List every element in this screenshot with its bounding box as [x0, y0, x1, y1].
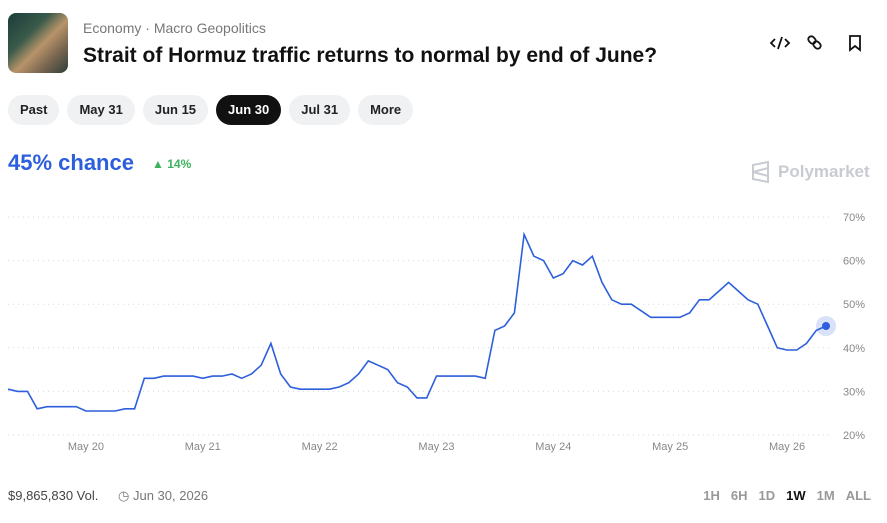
x-tick-label: May 24 — [535, 441, 571, 453]
embed-icon[interactable] — [770, 36, 791, 50]
x-tick-label: May 26 — [769, 441, 805, 453]
y-tick-label: 60% — [843, 256, 865, 268]
end-date: ◷ Jun 30, 2026 — [118, 488, 209, 503]
range-button[interactable]: 1W — [786, 488, 806, 503]
range-buttons: 1H 6H 1D 1W 1M ALL — [703, 488, 871, 503]
date-tab[interactable]: Jun 30 — [216, 95, 282, 125]
volume: $9,865,830 Vol. — [8, 488, 99, 503]
range-button[interactable]: 1H — [703, 488, 720, 503]
change-value: 14% — [167, 157, 192, 171]
market-image — [8, 13, 68, 73]
date-tab[interactable]: Jul 31 — [289, 95, 351, 125]
x-tick-label: May 21 — [185, 441, 221, 453]
y-tick-label: 40% — [843, 343, 865, 355]
range-button[interactable]: ALL — [845, 488, 871, 503]
link-icon[interactable] — [807, 35, 822, 50]
end-date-text: Jun 30, 2026 — [132, 488, 209, 503]
date-tabs: Past May 31 Jun 15 Jun 30 Jul 31 More — [8, 95, 414, 125]
category[interactable]: Economy — [83, 20, 142, 36]
range-button[interactable]: 6H — [730, 488, 748, 503]
y-tick-label: 30% — [843, 386, 865, 398]
range-button[interactable]: 1D — [758, 488, 776, 503]
date-tab[interactable]: May 31 — [67, 95, 135, 125]
current-point — [822, 322, 830, 330]
range-button[interactable]: 1M — [816, 488, 835, 503]
change: ▲ 14% — [152, 157, 192, 171]
y-tick-label: 20% — [843, 430, 865, 442]
chance: 45% chance — [8, 150, 134, 175]
category[interactable]: Macro Geopolitics — [153, 20, 266, 36]
x-tick-label: May 22 — [302, 441, 338, 453]
price-line — [7, 231, 827, 412]
date-tab[interactable]: Jun 15 — [142, 95, 209, 125]
y-tick-label: 50% — [843, 299, 865, 311]
x-tick-label: May 20 — [68, 441, 104, 453]
x-tick-label: May 23 — [418, 441, 454, 453]
date-tab[interactable]: Past — [8, 95, 60, 125]
bookmark-icon[interactable] — [849, 35, 861, 52]
chart: 20% 30% 40% 50% 60% 70% May 20 May 21 May 22 May … — [7, 212, 865, 453]
date-tab[interactable]: More — [358, 95, 414, 125]
x-tick-label: May 25 — [652, 441, 688, 453]
y-tick-label: 70% — [843, 212, 865, 224]
brand: Polymarket — [778, 162, 870, 181]
breadcrumb: Economy · Macro Geopolitics — [83, 20, 266, 36]
market-title: Strait of Hormuz traffic returns to norm… — [83, 44, 658, 67]
actions — [770, 35, 861, 52]
brand-logo — [752, 161, 769, 183]
